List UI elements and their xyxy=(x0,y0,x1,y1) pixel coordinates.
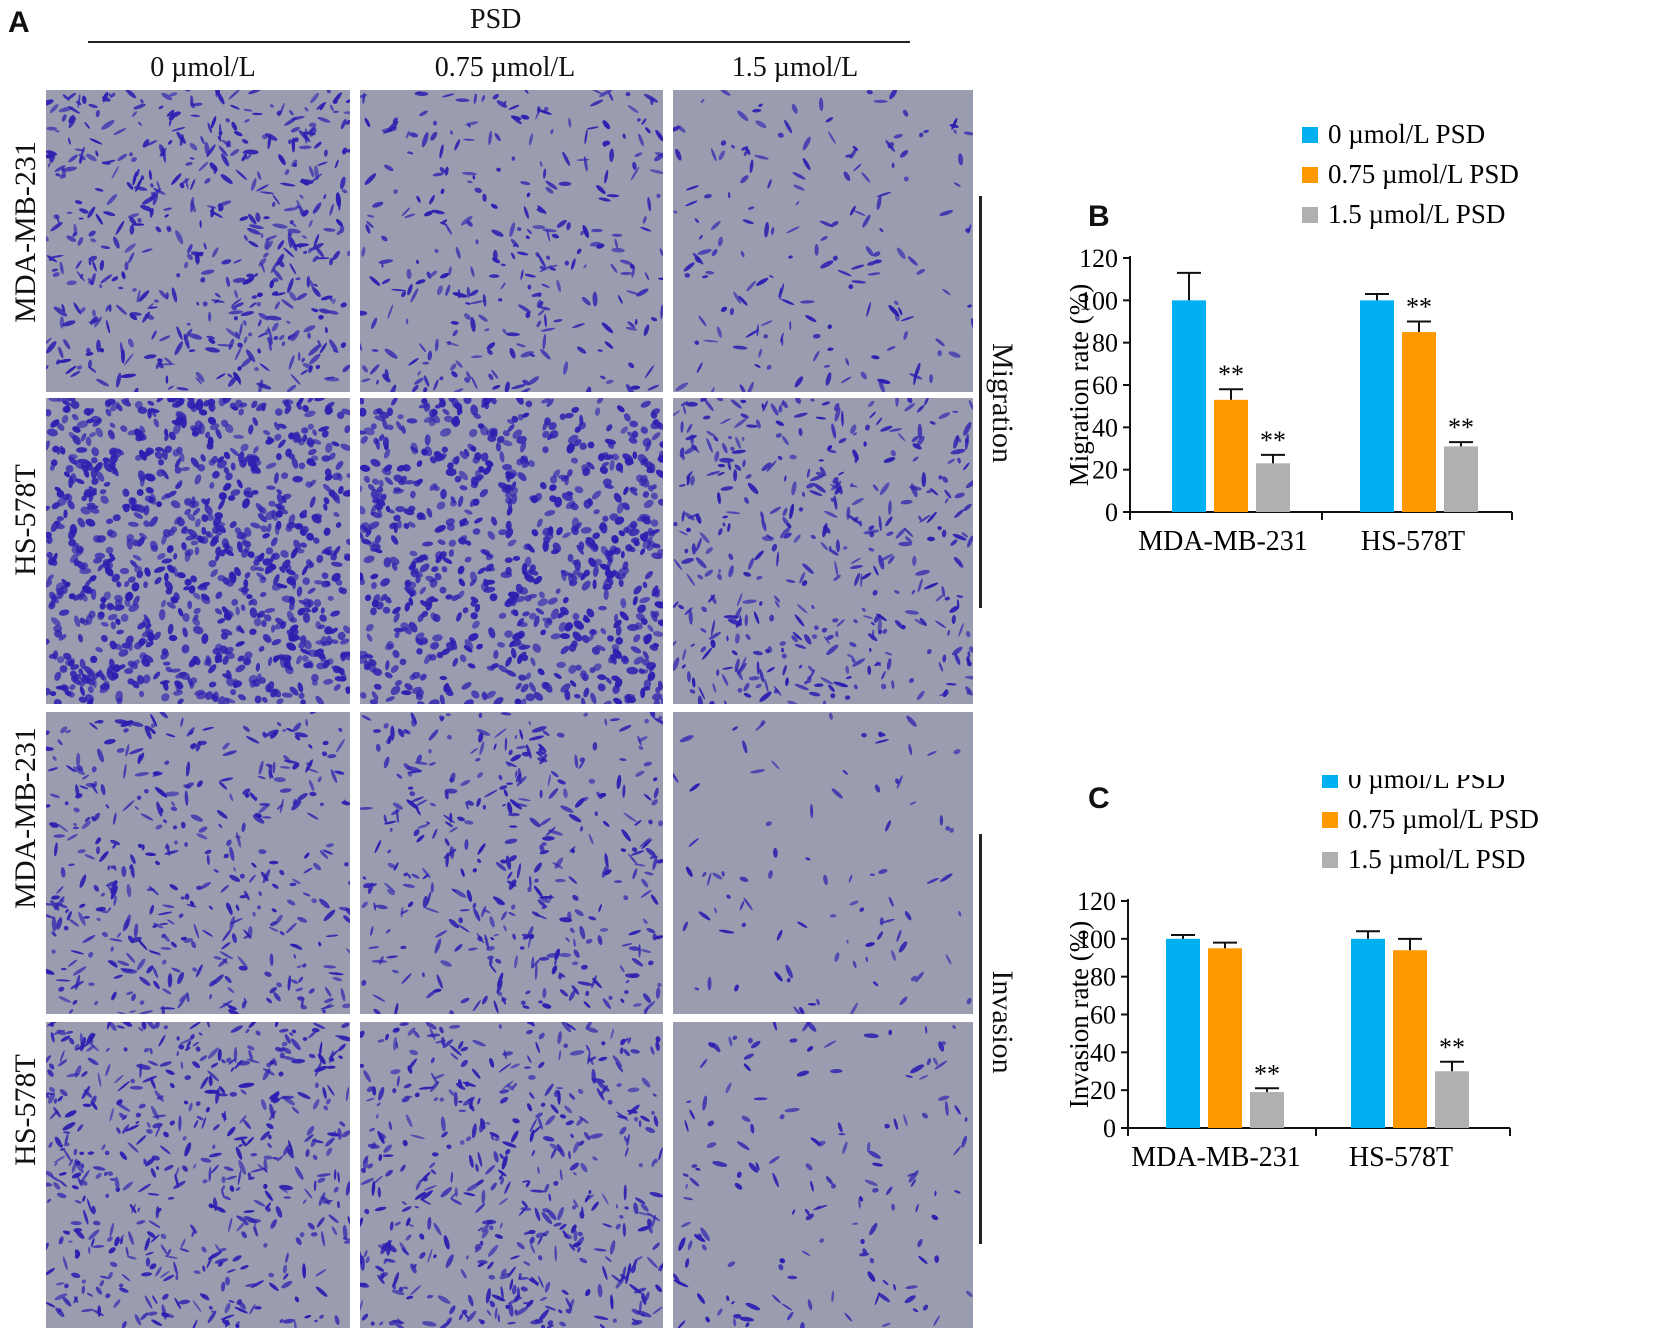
y-tick-label-5: 100 xyxy=(1077,925,1116,954)
row-label-hs-migration: HS-578T xyxy=(9,464,42,576)
y-tick-label-2: 40 xyxy=(1090,1038,1116,1067)
y-tick-label-3: 60 xyxy=(1092,371,1118,400)
y-tick-label-3: 60 xyxy=(1090,1001,1116,1030)
legend-label-1: 0.75 µmol/L PSD xyxy=(1328,159,1519,189)
legend-swatch-1 xyxy=(1302,167,1318,183)
legend-swatch-1 xyxy=(1322,812,1338,828)
migration-chart: 0 µmol/L PSD 0.75 µmol/L PSD 1.5 µmol/L PS… xyxy=(1070,120,1519,557)
bar-s2-c0 xyxy=(1250,1092,1284,1128)
micrograph-r2-c0 xyxy=(46,712,350,1014)
panel-a-letter: A xyxy=(8,6,30,39)
micrograph-r1-c2 xyxy=(673,398,973,704)
micrograph-r2-c1 xyxy=(360,712,663,1014)
legend-swatch-0 xyxy=(1302,127,1318,143)
column-header-0-75: 0.75 µmol/L xyxy=(434,52,576,83)
column-header-0: 0 µmol/L xyxy=(150,52,256,83)
y-tick-label-0: 0 xyxy=(1103,1114,1116,1143)
bar-s2-c1 xyxy=(1435,1071,1469,1128)
micrograph-r0-c0 xyxy=(46,90,350,392)
micrograph-r0-c2 xyxy=(673,90,973,392)
legend-label-2: 1.5 µmol/L PSD xyxy=(1348,844,1525,874)
significance-s2-c0: ** xyxy=(1260,426,1286,455)
y-tick-label-5: 100 xyxy=(1079,286,1118,315)
panel-b-letter: B xyxy=(1088,200,1110,233)
micrograph-r3-c0 xyxy=(46,1022,350,1328)
psd-header: PSD xyxy=(470,4,522,35)
y-tick-label-4: 80 xyxy=(1090,963,1116,992)
bar-s0-c0 xyxy=(1172,300,1206,512)
bar-s0-c0 xyxy=(1166,938,1200,1128)
row-label-mda-migration: MDA-MB-231 xyxy=(9,141,42,323)
y-tick-label-1: 20 xyxy=(1092,456,1118,485)
side-label-migration: Migration xyxy=(986,343,1019,463)
y-tick-label-6: 120 xyxy=(1079,244,1118,273)
bar-s0-c1 xyxy=(1351,938,1385,1128)
psd-header-rule xyxy=(88,41,910,43)
x-category-label-0: MDA-MB-231 xyxy=(1131,1142,1301,1173)
micrograph-r1-c0 xyxy=(46,398,350,704)
bar-s2-c0 xyxy=(1256,463,1290,512)
significance-s1-c0: ** xyxy=(1218,360,1244,389)
legend-label-0: 0 µmol/L PSD xyxy=(1328,120,1485,149)
micrograph-r3-c2 xyxy=(673,1022,973,1328)
row-label-mda-invasion: MDA-MB-231 xyxy=(9,727,42,909)
bar-s1-c0 xyxy=(1208,948,1242,1128)
bar-s1-c1 xyxy=(1402,332,1436,512)
micrograph-r0-c1 xyxy=(360,90,663,392)
significance-s2-c1: ** xyxy=(1448,413,1474,442)
legend-label-1: 0.75 µmol/L PSD xyxy=(1348,804,1539,834)
bar-s1-c0 xyxy=(1214,399,1248,512)
micrograph-r2-c2 xyxy=(673,712,973,1014)
micrograph-r3-c1 xyxy=(360,1022,663,1328)
legend-swatch-2 xyxy=(1302,207,1318,223)
side-label-invasion: Invasion xyxy=(986,970,1019,1074)
y-tick-label-1: 20 xyxy=(1090,1076,1116,1105)
bar-s1-c1 xyxy=(1393,950,1427,1128)
significance-s1-c1: ** xyxy=(1406,293,1432,322)
legend-swatch-0 xyxy=(1322,775,1338,788)
legend-label-0: 0 µmol/L PSD xyxy=(1348,775,1505,794)
y-tick-label-6: 120 xyxy=(1077,887,1116,916)
y-tick-label-0: 0 xyxy=(1105,498,1118,527)
y-axis-label: Invasion rate (%) xyxy=(1070,921,1094,1108)
x-category-label-1: HS-578T xyxy=(1349,1142,1453,1173)
migration-bracket xyxy=(979,196,982,608)
row-label-hs-invasion: HS-578T xyxy=(9,1054,42,1166)
invasion-chart: 0 µmol/L PSD 0.75 µmol/L PSD 1.5 µmol/L PS… xyxy=(1070,775,1539,1173)
significance-s2-c1: ** xyxy=(1439,1033,1465,1062)
legend-swatch-2 xyxy=(1322,852,1338,868)
x-category-label-0: MDA-MB-231 xyxy=(1138,526,1308,557)
y-tick-label-2: 40 xyxy=(1092,413,1118,442)
panel-c-letter: C xyxy=(1088,782,1110,815)
invasion-bracket xyxy=(979,834,982,1244)
column-header-1-5: 1.5 µmol/L xyxy=(731,52,859,83)
y-tick-label-4: 80 xyxy=(1092,329,1118,358)
legend-label-2: 1.5 µmol/L PSD xyxy=(1328,199,1505,229)
y-axis-label: Migration rate (%) xyxy=(1070,284,1094,486)
bar-s0-c1 xyxy=(1360,300,1394,512)
x-category-label-1: HS-578T xyxy=(1361,526,1465,557)
significance-s2-c0: ** xyxy=(1254,1059,1280,1088)
bar-s2-c1 xyxy=(1444,446,1478,512)
micrograph-r1-c1 xyxy=(360,398,663,704)
